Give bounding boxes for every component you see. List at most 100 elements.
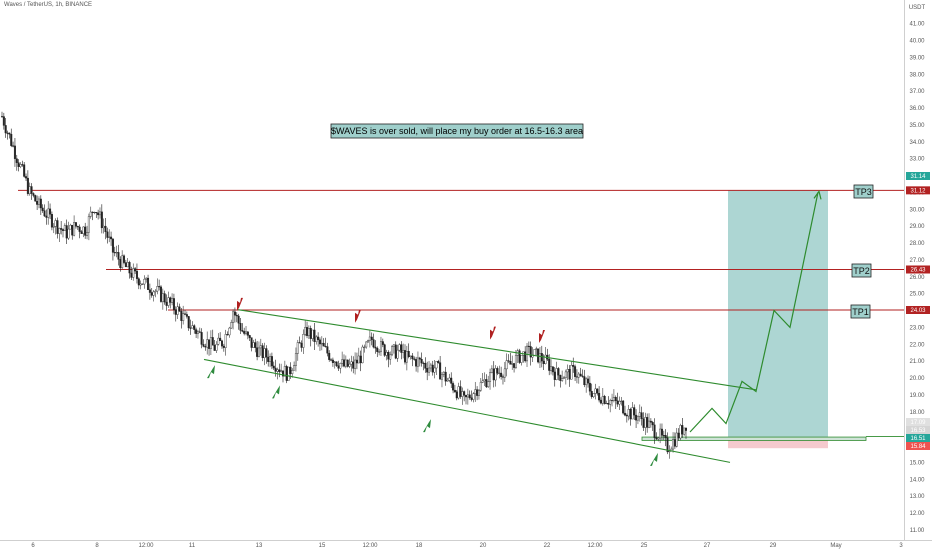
- candle-body: [644, 417, 647, 428]
- candle-body: [263, 348, 266, 359]
- candle-body: [581, 375, 584, 377]
- time-tick: 15: [319, 543, 326, 549]
- candle-body: [100, 211, 103, 229]
- candle-body: [28, 186, 31, 194]
- candle-body: [324, 345, 327, 347]
- candle-body: [296, 342, 299, 354]
- candle-body: [184, 313, 187, 315]
- candle-body: [355, 359, 358, 364]
- tp-label: TP1: [852, 307, 869, 317]
- price-tick: 18.00: [909, 410, 925, 416]
- candle-body: [243, 331, 246, 334]
- candle-body: [176, 306, 179, 315]
- candle-body: [455, 391, 458, 399]
- note-box-bg: [330, 123, 584, 139]
- candle-body: [572, 365, 575, 367]
- candle-body: [291, 370, 294, 374]
- candle-body: [209, 337, 212, 349]
- candle-body: [500, 372, 503, 377]
- candle-body: [195, 329, 198, 334]
- candle-body: [202, 344, 205, 347]
- candle-body: [668, 450, 671, 453]
- candle-body: [407, 351, 410, 357]
- candle-body: [169, 297, 172, 303]
- candle-body: [662, 435, 665, 437]
- candle-body: [311, 329, 314, 339]
- candle-body: [230, 322, 233, 329]
- candle-body: [550, 366, 553, 371]
- tp-label-box: [853, 184, 874, 199]
- candle-body: [481, 380, 484, 383]
- time-tick: 18: [416, 543, 423, 549]
- candle-body: [54, 220, 57, 227]
- candle-body: [317, 336, 320, 341]
- candle-body: [211, 337, 214, 346]
- candle-body: [585, 378, 588, 386]
- candle-body: [396, 349, 399, 359]
- candle-body: [344, 359, 347, 367]
- candle-body: [304, 327, 307, 335]
- candle-body: [128, 262, 131, 274]
- candle-body: [1, 116, 4, 118]
- candle-body: [143, 278, 146, 285]
- candle-body: [302, 334, 305, 348]
- candle-body: [309, 328, 312, 339]
- symbol-title: Waves / TetherUS, 1h, BINANCE: [4, 2, 93, 8]
- projection: [689, 189, 822, 433]
- candle-body: [357, 355, 360, 364]
- candle-body: [431, 364, 434, 373]
- price-tick: 11.00: [910, 528, 925, 534]
- candle-body: [174, 309, 177, 315]
- candle-body: [498, 372, 501, 374]
- channel-lower: [203, 358, 731, 463]
- candle-body: [265, 348, 268, 358]
- candle-body: [12, 145, 15, 147]
- sell-arrow-icon: [539, 329, 545, 343]
- candle-body: [285, 366, 288, 381]
- candle-body: [577, 373, 580, 378]
- candle-body: [348, 363, 351, 367]
- candle-body: [270, 356, 273, 367]
- candle-body: [189, 327, 192, 329]
- candle-body: [594, 388, 597, 394]
- price-tick: 28.00: [909, 241, 925, 247]
- note-text: $WAVES is over sold, will place my buy o…: [331, 126, 583, 136]
- candle-body: [672, 439, 675, 450]
- time-tick: 22: [544, 543, 551, 549]
- candle-body: [97, 212, 100, 216]
- candle-body: [463, 391, 466, 396]
- candle-body: [575, 376, 578, 378]
- candle-body: [679, 425, 682, 439]
- candle-body: [609, 400, 612, 405]
- candle-body: [607, 403, 610, 405]
- candle-body: [4, 125, 7, 134]
- candle-body: [237, 315, 240, 324]
- candle-body: [185, 314, 188, 317]
- tp-levels: [18, 189, 904, 311]
- candle-body: [511, 363, 514, 365]
- candle-body: [444, 371, 447, 382]
- candle-body: [587, 378, 590, 384]
- price-tick: 33.00: [909, 157, 925, 163]
- candle-body: [45, 215, 48, 218]
- candle-body: [603, 396, 606, 404]
- candle-body: [110, 236, 113, 240]
- candle-body: [17, 162, 20, 167]
- candle-body: [394, 344, 397, 359]
- note-box: $WAVES is over sold, will place my buy o…: [330, 123, 584, 139]
- price-tick: 21.00: [909, 359, 925, 365]
- candle-body: [93, 212, 96, 214]
- price-tick: 39.00: [909, 55, 925, 61]
- buy-arrow-icon: [272, 385, 280, 399]
- candle-body: [623, 412, 626, 416]
- candle-body: [503, 368, 506, 378]
- candle-body: [278, 369, 281, 373]
- candle-body: [86, 232, 89, 236]
- candle-body: [544, 354, 547, 364]
- candle-body: [501, 376, 504, 378]
- candle-body: [108, 236, 111, 238]
- price-tick: 20.00: [909, 376, 925, 382]
- candle-body: [612, 397, 615, 401]
- price-tick: 19.00: [909, 393, 925, 399]
